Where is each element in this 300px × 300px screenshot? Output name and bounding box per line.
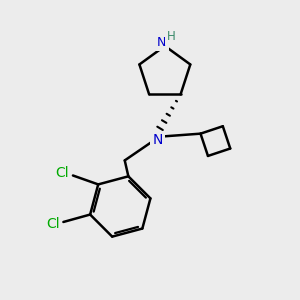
- Text: H: H: [167, 30, 176, 43]
- Text: N: N: [157, 36, 167, 49]
- Text: Cl: Cl: [46, 217, 60, 231]
- Text: H: H: [167, 30, 176, 43]
- Text: N: N: [152, 134, 163, 148]
- Text: N: N: [152, 134, 163, 148]
- Text: N: N: [157, 36, 167, 49]
- Text: Cl: Cl: [56, 167, 69, 180]
